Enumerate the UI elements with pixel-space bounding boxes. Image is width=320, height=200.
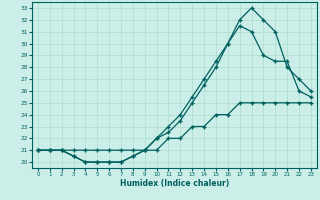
X-axis label: Humidex (Indice chaleur): Humidex (Indice chaleur) [120, 179, 229, 188]
